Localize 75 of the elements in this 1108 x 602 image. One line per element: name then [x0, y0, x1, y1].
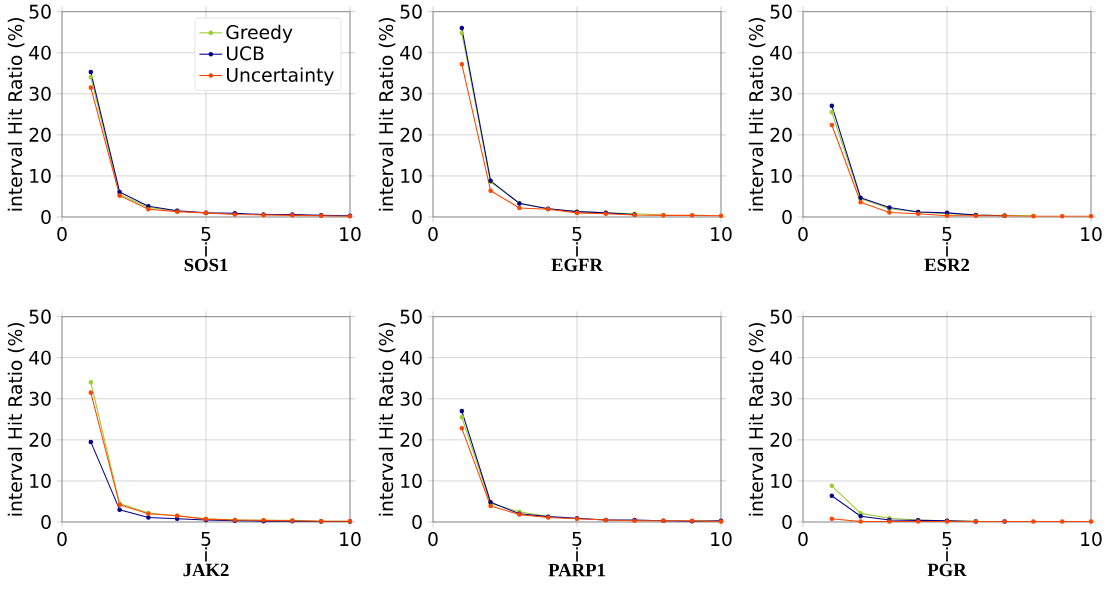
- x-tick-label: 0: [428, 227, 438, 242]
- x-tick-label: 5: [572, 227, 582, 241]
- text: JAK2: [183, 563, 229, 577]
- text: EGFR: [551, 258, 604, 272]
- y-tick-label: 50: [400, 4, 422, 19]
- y-tick-label: 10: [771, 168, 792, 183]
- y-tick-label: 10: [30, 473, 51, 488]
- y-tick-label: 20: [29, 127, 51, 142]
- x-tick-label: 0: [57, 532, 67, 547]
- y-tick-label: 20: [770, 127, 792, 142]
- y-tick-label: 20: [400, 432, 422, 447]
- x-axis-title: i: [576, 547, 578, 562]
- x-tick-label: 5: [942, 227, 952, 241]
- y-tick-label: 0: [782, 209, 792, 225]
- y-axis-title: interval Hit Ratio (%): [7, 323, 25, 516]
- x-tick-label: 0: [57, 227, 67, 242]
- legend-label: Uncertainty: [227, 67, 334, 86]
- y-tick-label: 40: [400, 45, 422, 60]
- y-tick-label: 40: [29, 45, 51, 60]
- y-axis-title: interval Hit Ratio (%): [7, 18, 25, 211]
- x-tick-label: 0: [798, 227, 808, 242]
- text: PARP1: [548, 563, 605, 577]
- y-tick-label: 30: [770, 391, 792, 406]
- y-tick-label: 50: [29, 309, 51, 324]
- y-tick-label: 40: [770, 350, 792, 365]
- y-tick-label: 30: [29, 86, 51, 101]
- x-axis-title: i: [576, 242, 578, 257]
- x-tick-label: 10: [1081, 532, 1102, 547]
- x-axis-title: i: [205, 547, 207, 562]
- x-tick-label: 10: [340, 532, 361, 547]
- y-axis-title: interval Hit Ratio (%): [748, 18, 766, 211]
- y-axis-title: interval Hit Ratio (%): [378, 323, 396, 516]
- text: ESR2: [924, 258, 970, 272]
- x-tick-label: 0: [428, 532, 438, 547]
- x-tick-label: 0: [798, 532, 808, 547]
- y-tick-label: 40: [29, 350, 51, 365]
- y-tick-label: 10: [30, 168, 51, 183]
- y-tick-label: 0: [782, 514, 792, 530]
- y-tick-label: 0: [412, 514, 422, 530]
- y-tick-label: 30: [400, 86, 422, 101]
- y-tick-label: 40: [770, 45, 792, 60]
- x-tick-label: 10: [340, 227, 361, 242]
- y-tick-label: 50: [770, 4, 792, 19]
- y-tick-label: 30: [770, 86, 792, 101]
- y-tick-label: 0: [412, 209, 422, 225]
- y-tick-label: 50: [400, 309, 422, 324]
- y-tick-label: 20: [770, 432, 792, 447]
- y-tick-label: 0: [41, 514, 51, 530]
- y-tick-label: 40: [400, 350, 422, 365]
- y-axis-title: interval Hit Ratio (%): [378, 18, 396, 211]
- x-tick-label: 10: [711, 227, 732, 242]
- y-tick-label: 20: [29, 432, 51, 447]
- legend-label: Greedy: [226, 24, 293, 43]
- x-tick-label: 10: [1081, 227, 1102, 242]
- y-tick-label: 50: [770, 309, 792, 324]
- y-tick-label: 50: [29, 4, 51, 19]
- y-tick-label: 30: [400, 391, 422, 406]
- x-axis-title: i: [946, 242, 948, 257]
- y-tick-label: 10: [401, 168, 422, 183]
- y-tick-label: 10: [771, 473, 792, 488]
- x-axis-title: i: [205, 242, 207, 257]
- x-tick-label: 5: [201, 532, 211, 546]
- y-axis-title: interval Hit Ratio (%): [748, 323, 766, 516]
- x-axis-title: i: [946, 547, 948, 562]
- text: PGR: [927, 563, 967, 577]
- x-tick-label: 5: [572, 532, 582, 546]
- x-tick-label: 5: [942, 532, 952, 546]
- x-tick-label: 10: [711, 532, 732, 547]
- legend-label: UCB: [227, 46, 264, 61]
- y-tick-label: 0: [41, 209, 51, 225]
- y-tick-label: 30: [29, 391, 51, 406]
- y-tick-label: 20: [400, 127, 422, 142]
- text: SOS1: [184, 258, 228, 272]
- x-tick-label: 5: [201, 227, 211, 241]
- y-tick-label: 10: [401, 473, 422, 488]
